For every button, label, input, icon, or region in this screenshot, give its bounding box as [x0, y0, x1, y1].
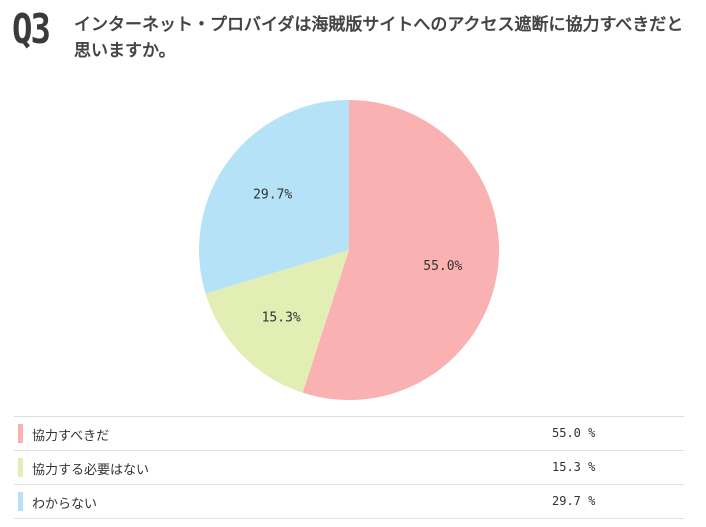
legend-row: 協力すべきだ 55.0 %	[14, 417, 684, 451]
pie-slice	[205, 250, 349, 393]
legend-value: 55.0 %	[552, 426, 596, 440]
legend-row: 協力する必要はない 15.3 %	[14, 451, 684, 485]
pie-slice	[302, 100, 499, 400]
legend-table: 協力すべきだ 55.0 % 協力する必要はない 15.3 % わからない 29.…	[14, 416, 684, 519]
question-title: インターネット・プロバイダは海賊版サイトへのアクセス遮断に協力すべきだと思います…	[74, 15, 684, 61]
legend-label: 協力する必要はない	[32, 463, 150, 478]
legend-swatch	[18, 458, 23, 477]
legend-row: わからない 29.7 %	[14, 485, 684, 519]
pie-chart: 55.0% 15.3% 29.7%	[198, 100, 499, 400]
legend-swatch	[18, 492, 23, 511]
legend-label: わからない	[32, 497, 98, 512]
legend-label: 協力すべきだ	[32, 429, 110, 444]
pie-data-label: 15.3%	[262, 311, 301, 326]
pie-data-label: 55.0%	[423, 259, 462, 274]
question-number: Q3	[12, 6, 51, 54]
legend-swatch	[18, 424, 23, 443]
pie-data-label: 29.7%	[253, 187, 292, 202]
pie-slice	[198, 100, 349, 294]
legend-value: 29.7 %	[552, 494, 596, 508]
legend-value: 15.3 %	[552, 460, 596, 474]
